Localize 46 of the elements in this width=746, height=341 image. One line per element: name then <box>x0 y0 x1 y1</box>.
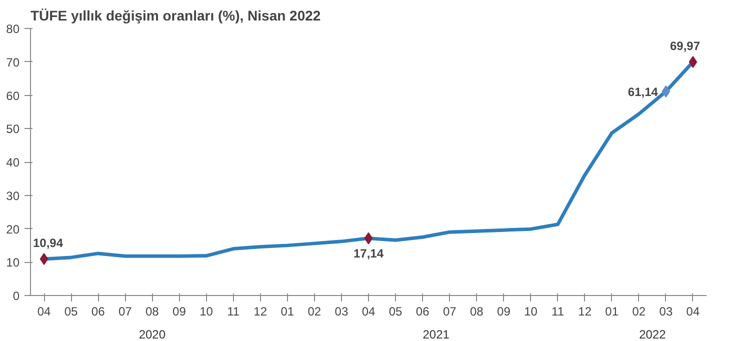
x-tick-label: 07 <box>442 304 457 318</box>
x-tick-label: 04 <box>362 304 376 318</box>
data-label: 61,14 <box>628 84 658 99</box>
point <box>364 232 373 244</box>
data-label: 10,94 <box>33 236 64 250</box>
x-tick-label: 10 <box>524 304 538 318</box>
y-tick-label: 40 <box>6 156 20 170</box>
y-tick-label: 80 <box>6 22 20 36</box>
x-tick-label: 06 <box>416 304 430 318</box>
x-tick-label: 03 <box>659 304 673 318</box>
x-tick-label: 12 <box>578 304 592 318</box>
x-tick-label: 04 <box>686 304 700 318</box>
text: 2020 <box>138 328 166 341</box>
y-tick-label: 0 <box>12 289 20 303</box>
y-tick-label: 20 <box>6 222 20 236</box>
text: 2022 <box>639 328 666 341</box>
x-tick-label: 08 <box>470 304 484 318</box>
chart-title: TÜFE yıllık değişim oranları (%), Nisan 2022 <box>30 8 321 24</box>
x-tick-label: 01 <box>280 304 294 318</box>
x-tick-label: 02 <box>632 304 646 318</box>
x-tick-label: 08 <box>146 304 160 318</box>
x-tick-label: 05 <box>388 304 403 318</box>
x-tick-label: 09 <box>172 304 186 318</box>
x-tick-label: 10 <box>200 304 214 318</box>
data-label: 17,14 <box>353 246 384 260</box>
text: 2021 <box>422 328 450 341</box>
y-tick-label: 50 <box>6 122 20 136</box>
x-tick-label: 04 <box>37 304 52 318</box>
y-tick-label: 10 <box>6 256 20 270</box>
point <box>688 56 698 68</box>
y-tick-label: 30 <box>6 188 20 203</box>
x-tick-label: 05 <box>64 304 78 318</box>
point <box>662 85 670 98</box>
point <box>40 252 48 265</box>
x-tick-label: 01 <box>605 304 619 318</box>
x-tick-label: 02 <box>308 304 322 318</box>
y-tick-label: 60 <box>6 88 20 103</box>
x-tick-label: 09 <box>497 304 511 318</box>
data-label: 69,97 <box>670 38 700 53</box>
x-tick-label: 12 <box>254 304 268 318</box>
x-tick-label: 11 <box>227 304 240 318</box>
x-tick-label: 03 <box>334 304 348 318</box>
y-tick-label: 70 <box>6 55 20 70</box>
x-tick-label: 06 <box>91 304 106 318</box>
x-tick-label: 07 <box>118 304 132 318</box>
x-tick-label: 11 <box>552 304 564 318</box>
